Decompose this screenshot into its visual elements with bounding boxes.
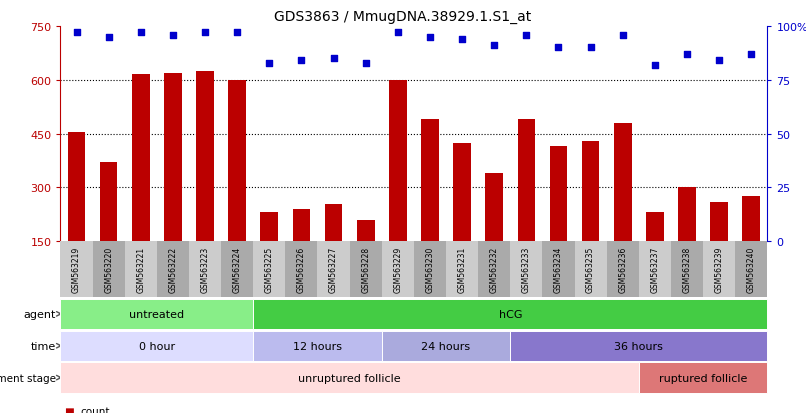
Point [455, 36, 468, 43]
Text: GSM563235: GSM563235 [586, 246, 595, 293]
Text: GSM563222: GSM563222 [168, 247, 177, 292]
Bar [582, 141, 600, 242]
Point [359, 60, 372, 66]
Point [713, 58, 725, 64]
Bar [357, 220, 375, 242]
Text: GSM563227: GSM563227 [329, 247, 338, 292]
Bar [325, 204, 343, 242]
Text: time: time [31, 341, 56, 351]
Bar [389, 81, 407, 242]
Text: GSM563236: GSM563236 [618, 246, 627, 293]
Bar [68, 133, 85, 242]
Point [70, 30, 83, 37]
Text: ■: ■ [64, 406, 74, 413]
Point [423, 34, 436, 41]
Point [520, 32, 533, 39]
Text: GSM563238: GSM563238 [683, 247, 692, 292]
Text: GSM563240: GSM563240 [746, 246, 756, 293]
Text: GSM563229: GSM563229 [393, 247, 402, 292]
Bar [293, 209, 310, 242]
Bar [260, 213, 278, 242]
Text: GSM563224: GSM563224 [233, 247, 242, 292]
Point [231, 30, 243, 37]
Point [135, 30, 147, 37]
Text: 0 hour: 0 hour [139, 341, 175, 351]
Text: GSM563237: GSM563237 [650, 246, 659, 293]
Point [584, 45, 597, 52]
Text: GSM563223: GSM563223 [201, 247, 210, 292]
Text: GSM563220: GSM563220 [104, 247, 113, 292]
Text: development stage: development stage [0, 373, 56, 383]
Text: 24 hours: 24 hours [422, 341, 471, 351]
Text: GSM563233: GSM563233 [521, 246, 531, 293]
Bar [453, 143, 471, 242]
Bar [228, 81, 246, 242]
Point [327, 56, 340, 62]
Point [295, 58, 308, 64]
Point [392, 30, 405, 37]
Text: GSM563221: GSM563221 [136, 247, 145, 292]
Text: unruptured follicle: unruptured follicle [298, 373, 401, 383]
Text: GDS3863 / MmugDNA.38929.1.S1_at: GDS3863 / MmugDNA.38929.1.S1_at [274, 10, 532, 24]
Bar [100, 163, 118, 242]
Text: GSM563232: GSM563232 [490, 247, 499, 292]
Text: GSM563228: GSM563228 [361, 247, 370, 292]
Text: GSM563239: GSM563239 [715, 246, 724, 293]
Text: GSM563231: GSM563231 [458, 247, 467, 292]
Point [680, 52, 693, 58]
Text: count: count [81, 406, 110, 413]
Point [552, 45, 565, 52]
Text: untreated: untreated [129, 309, 185, 319]
Text: GSM563219: GSM563219 [72, 247, 81, 292]
Bar [614, 123, 632, 242]
Bar [710, 202, 728, 242]
Bar [646, 213, 663, 242]
Point [198, 30, 211, 37]
Bar [742, 197, 760, 242]
Point [263, 60, 276, 66]
Text: GSM563225: GSM563225 [265, 247, 274, 292]
Point [617, 32, 629, 39]
Bar [196, 71, 214, 242]
Bar [132, 75, 150, 242]
Text: 36 hours: 36 hours [614, 341, 663, 351]
Point [102, 34, 115, 41]
Text: 12 hours: 12 hours [293, 341, 342, 351]
Bar [517, 120, 535, 242]
Text: ruptured follicle: ruptured follicle [659, 373, 747, 383]
Bar [678, 188, 696, 242]
Text: hCG: hCG [499, 309, 522, 319]
Bar [164, 74, 181, 242]
Point [648, 62, 661, 69]
Point [167, 32, 180, 39]
Text: GSM563230: GSM563230 [426, 246, 434, 293]
Bar [550, 147, 567, 242]
Text: agent: agent [23, 309, 56, 319]
Bar [421, 120, 438, 242]
Text: GSM563234: GSM563234 [554, 246, 563, 293]
Point [488, 43, 501, 50]
Text: GSM563226: GSM563226 [297, 247, 306, 292]
Bar [485, 173, 503, 242]
Point [745, 52, 758, 58]
